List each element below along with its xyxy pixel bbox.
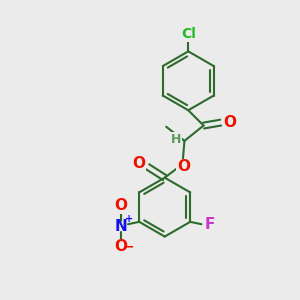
Text: +: + — [124, 214, 133, 224]
Text: O: O — [115, 239, 128, 254]
Text: O: O — [224, 115, 237, 130]
Text: F: F — [204, 217, 214, 232]
Text: −: − — [124, 240, 134, 254]
Text: O: O — [132, 156, 145, 171]
Text: O: O — [115, 198, 128, 213]
Text: H: H — [171, 133, 181, 146]
Text: O: O — [177, 159, 190, 174]
Text: N: N — [115, 219, 127, 234]
Text: Cl: Cl — [181, 27, 196, 41]
